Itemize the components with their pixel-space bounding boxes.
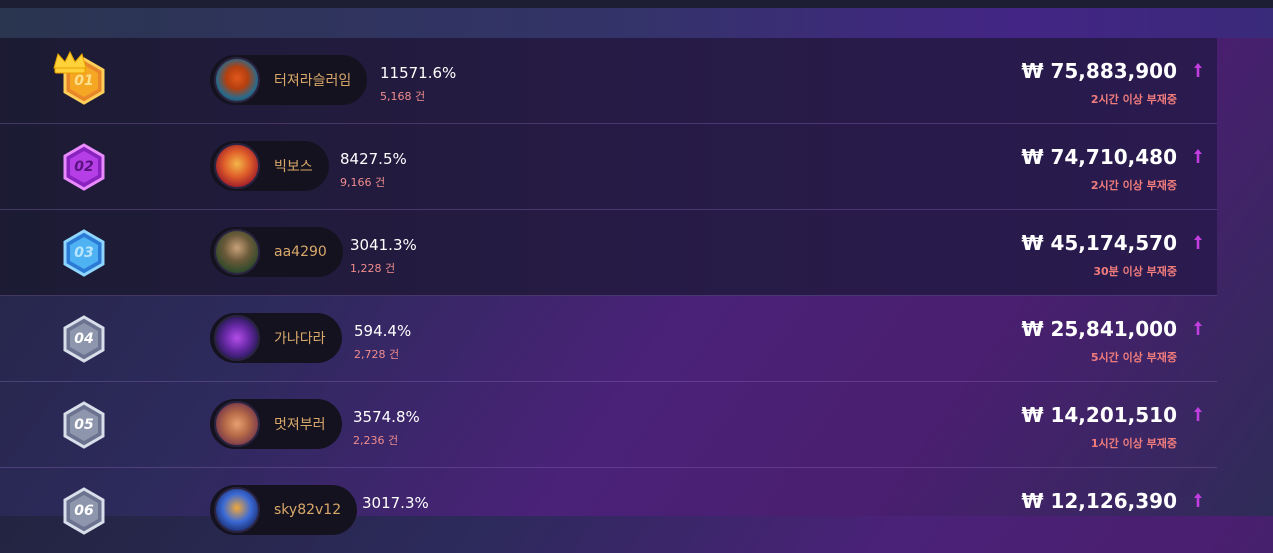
ranking-list: 01 터져라슬러임 11571.6% 5,168 건 ₩ 75,883,900 … bbox=[0, 38, 1217, 553]
win-percent: 8427.5% bbox=[340, 150, 407, 168]
prize-amount: ₩ 45,174,570 bbox=[1021, 231, 1177, 255]
rank-badge: 06 bbox=[61, 486, 107, 536]
soldier-avatar-icon bbox=[214, 229, 260, 275]
ranking-row[interactable]: 05 멋져부러 3574.8% 2,236 건 ₩ 14,201,510 1시간… bbox=[0, 382, 1217, 468]
prize-amount: ₩ 12,126,390 bbox=[1021, 489, 1177, 513]
crown-icon bbox=[53, 50, 87, 74]
monkey-avatar-icon bbox=[214, 401, 260, 447]
pumpkin-avatar-icon bbox=[214, 57, 260, 103]
rank-number: 03 bbox=[74, 245, 94, 261]
ranking-row[interactable]: 01 터져라슬러임 11571.6% 5,168 건 ₩ 75,883,900 … bbox=[0, 38, 1217, 124]
player-pill[interactable]: aa4290 bbox=[210, 227, 343, 277]
away-status: 1시간 이상 부재중 bbox=[1090, 437, 1177, 450]
player-name: 멋져부러 bbox=[274, 417, 326, 433]
bet-count: 2,728 건 bbox=[354, 348, 400, 361]
rank-number: 02 bbox=[74, 159, 94, 175]
bet-count: 9,166 건 bbox=[340, 176, 386, 189]
bet-count: 1,228 건 bbox=[350, 262, 396, 275]
ranking-row[interactable]: 03 aa4290 3041.3% 1,228 건 ₩ 45,174,570 3… bbox=[0, 210, 1217, 296]
bet-count: 5,168 건 bbox=[380, 90, 426, 103]
prize-amount: ₩ 75,883,900 bbox=[1021, 59, 1177, 83]
player-pill[interactable]: 멋져부러 bbox=[210, 399, 342, 449]
arrow-up-icon bbox=[1194, 235, 1202, 249]
away-status: 30분 이상 부재중 bbox=[1093, 265, 1177, 278]
player-name: sky82v12 bbox=[274, 502, 342, 518]
rank-badge: 03 bbox=[61, 228, 107, 278]
player-stats: 594.4% 2,728 건 bbox=[354, 322, 411, 362]
win-percent: 3574.8% bbox=[353, 408, 420, 426]
neon-avatar-icon bbox=[214, 315, 260, 361]
win-percent: 594.4% bbox=[354, 322, 412, 340]
player-name: aa4290 bbox=[274, 244, 327, 260]
player-pill[interactable]: 가나다라 bbox=[210, 313, 342, 363]
away-status: 2시간 이상 부재중 bbox=[1090, 93, 1177, 106]
arrow-up-icon bbox=[1194, 321, 1202, 335]
rank-number: 01 bbox=[74, 73, 94, 89]
win-percent: 3041.3% bbox=[350, 236, 417, 254]
prize-amount: ₩ 25,841,000 bbox=[1021, 317, 1177, 341]
ranking-row[interactable]: 04 가나다라 594.4% 2,728 건 ₩ 25,841,000 5시간 … bbox=[0, 296, 1217, 382]
rank-badge: 04 bbox=[61, 314, 107, 364]
player-stats: 3041.3% 1,228 건 bbox=[350, 236, 417, 276]
arrow-up-icon bbox=[1194, 407, 1202, 421]
prize-amount: ₩ 14,201,510 bbox=[1021, 403, 1177, 427]
player-pill[interactable]: 빅보스 bbox=[210, 141, 329, 191]
arrow-up-icon bbox=[1194, 149, 1202, 163]
ranking-row[interactable]: 06 sky82v12 3017.3% ₩ 12,126,390 bbox=[0, 468, 1217, 553]
rank-number: 05 bbox=[74, 417, 94, 433]
prize-amount: ₩ 74,710,480 bbox=[1021, 145, 1177, 169]
arrow-up-icon bbox=[1194, 493, 1202, 507]
away-status: 5시간 이상 부재중 bbox=[1090, 351, 1177, 364]
arrow-up-icon bbox=[1194, 63, 1202, 77]
rank-number: 04 bbox=[74, 331, 94, 347]
player-pill[interactable]: 터져라슬러임 bbox=[210, 55, 368, 105]
player-name: 빅보스 bbox=[274, 159, 313, 175]
player-stats: 8427.5% 9,166 건 bbox=[340, 150, 407, 190]
rank-number: 06 bbox=[74, 503, 94, 519]
rank-badge: 05 bbox=[61, 400, 107, 450]
robot-avatar-icon bbox=[214, 487, 260, 533]
bet-count: 2,236 건 bbox=[353, 434, 399, 447]
player-name: 터져라슬러임 bbox=[274, 73, 352, 89]
win-percent: 11571.6% bbox=[380, 64, 457, 82]
top-bar bbox=[0, 0, 1273, 8]
win-percent: 3017.3% bbox=[362, 494, 429, 512]
player-stats: 11571.6% 5,168 건 bbox=[380, 64, 456, 104]
player-stats: 3574.8% 2,236 건 bbox=[353, 408, 420, 448]
player-pill[interactable]: sky82v12 bbox=[210, 485, 358, 535]
rank-badge: 02 bbox=[61, 142, 107, 192]
player-stats: 3017.3% bbox=[362, 494, 429, 518]
header-band bbox=[0, 8, 1273, 38]
dragon-avatar-icon bbox=[214, 143, 260, 189]
player-name: 가나다라 bbox=[274, 331, 326, 347]
away-status: 2시간 이상 부재중 bbox=[1090, 179, 1177, 192]
ranking-row[interactable]: 02 빅보스 8427.5% 9,166 건 ₩ 74,710,480 2시간 … bbox=[0, 124, 1217, 210]
